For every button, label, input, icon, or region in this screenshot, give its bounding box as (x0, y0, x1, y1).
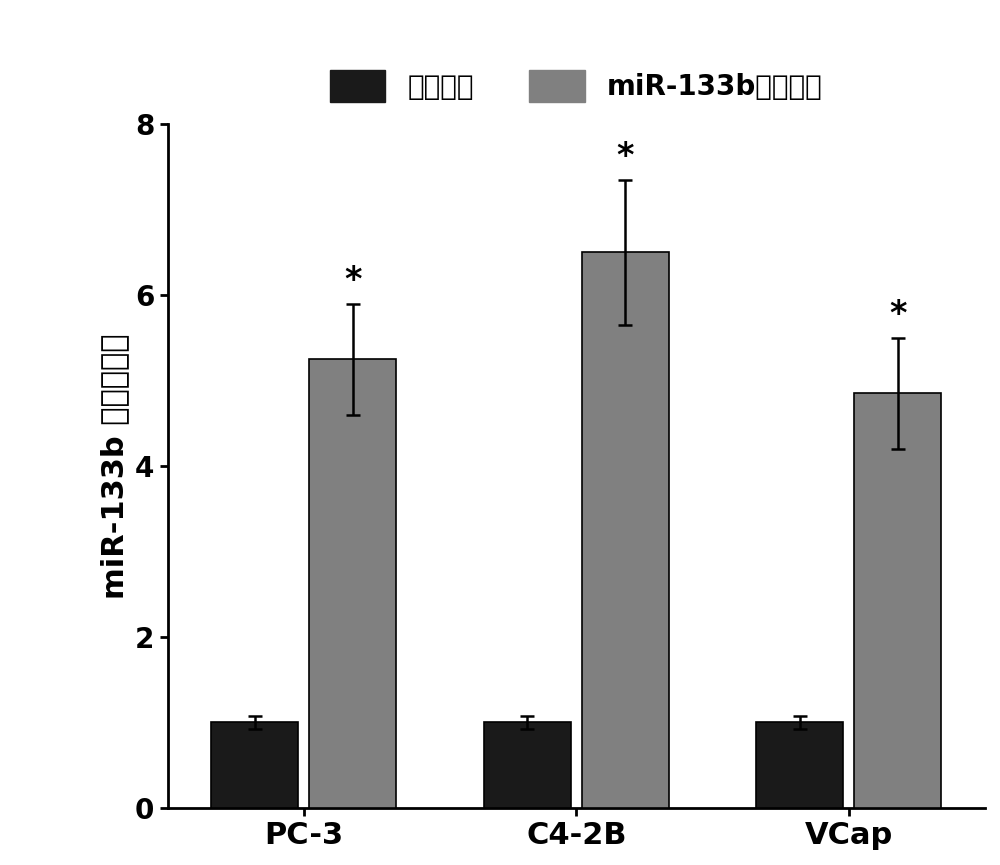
Bar (309, 359, 396, 808)
Bar (211, 722, 298, 808)
Legend: 对照质粒, miR-133b表达质粒: 对照质粒, miR-133b表达质粒 (316, 56, 837, 116)
Text: *: * (889, 298, 907, 331)
Bar (484, 722, 571, 808)
Bar (582, 253, 669, 808)
Text: *: * (617, 140, 634, 173)
Bar (854, 394, 941, 808)
Text: *: * (344, 264, 362, 297)
Bar (756, 722, 843, 808)
Y-axis label: miR-133b 相对表达量: miR-133b 相对表达量 (100, 333, 129, 599)
